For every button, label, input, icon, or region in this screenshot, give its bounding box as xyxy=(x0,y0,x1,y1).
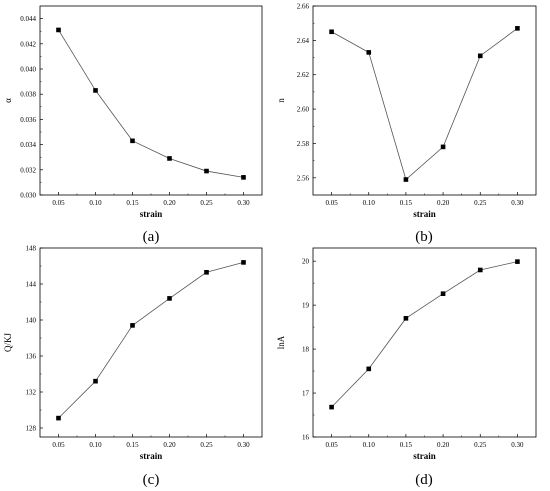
x-tick-label: 0.30 xyxy=(511,199,524,207)
y-tick-label: 2.64 xyxy=(297,37,310,45)
x-tick-label: 0.25 xyxy=(474,199,487,207)
series-line xyxy=(331,28,518,181)
plot-frame xyxy=(39,247,263,438)
x-tick-label: 0.20 xyxy=(163,441,176,449)
y-tick-label: 0.030 xyxy=(20,192,36,200)
y-axis-label: Q/KJ xyxy=(3,333,13,352)
chart-panel-1: 0.05 0.10 0.15 0.20 0.25 0.30 0.030 0.032 0.034 0… xyxy=(3,5,263,245)
data-point xyxy=(241,260,246,265)
data-point xyxy=(477,53,483,59)
y-tick-label: 0.036 xyxy=(20,116,36,124)
data-point xyxy=(130,138,135,144)
y-tick-label: 0.044 xyxy=(20,15,36,23)
data-point xyxy=(204,270,209,275)
data-point xyxy=(403,316,409,321)
plot-frame xyxy=(312,247,537,438)
y-tick-label: 2.66 xyxy=(297,3,310,11)
y-tick-label: 148 xyxy=(26,245,37,253)
y-tick-label: 16 xyxy=(302,434,310,442)
data-point xyxy=(329,29,334,35)
y-tick-label: 136 xyxy=(26,353,37,361)
y-tick-label: 2.58 xyxy=(297,140,310,148)
x-tick-label: 0.10 xyxy=(363,441,376,449)
series-line xyxy=(58,262,244,419)
y-tick-label: 144 xyxy=(26,281,37,289)
data-point xyxy=(515,26,520,31)
series-line xyxy=(58,29,244,178)
y-tick-label: 19 xyxy=(302,302,310,310)
data-point xyxy=(403,177,409,182)
data-point xyxy=(167,296,172,301)
x-axis-label: strain xyxy=(413,209,436,219)
data-point xyxy=(366,366,372,372)
data-point xyxy=(366,50,372,55)
x-tick-label: 0.30 xyxy=(237,199,250,207)
data-point xyxy=(329,404,334,410)
x-tick-label: 0.30 xyxy=(511,441,524,449)
x-axis-label: strain xyxy=(140,451,163,461)
x-tick-label: 0.15 xyxy=(126,441,139,449)
data-point xyxy=(93,378,98,384)
chart-panel-4: 0.05 0.10 0.15 0.20 0.25 0.30 16 17 18 19 20 strain… xyxy=(276,247,537,488)
data-point xyxy=(56,415,61,421)
x-tick-label: 0.05 xyxy=(52,441,65,449)
data-point xyxy=(515,259,520,264)
data-point xyxy=(130,323,135,328)
data-point xyxy=(440,291,446,297)
y-tick-label: 0.032 xyxy=(20,166,36,174)
panel-label: (c) xyxy=(143,472,160,488)
y-tick-label: 2.62 xyxy=(297,71,310,79)
data-point xyxy=(93,88,98,93)
panel-label: (b) xyxy=(415,229,433,245)
data-point xyxy=(204,168,209,174)
x-tick-label: 0.25 xyxy=(474,441,487,449)
chart-panel-3: 0.05 0.10 0.15 0.20 0.25 0.30 128 132 136 140 144 1… xyxy=(3,245,263,488)
y-tick-label: 128 xyxy=(26,425,37,433)
y-tick-label: 2.56 xyxy=(297,174,310,182)
x-tick-label: 0.30 xyxy=(237,441,250,449)
plot-frame xyxy=(312,5,537,196)
x-tick-label: 0.20 xyxy=(437,199,450,207)
y-tick-label: 2.60 xyxy=(297,106,310,114)
data-point xyxy=(167,156,172,161)
data-point xyxy=(241,175,246,180)
x-tick-label: 0.25 xyxy=(200,199,213,207)
y-axis-label: lnA xyxy=(276,335,286,349)
x-tick-label: 0.10 xyxy=(363,199,376,207)
y-tick-label: 140 xyxy=(26,317,37,325)
x-tick-label: 0.25 xyxy=(200,441,213,449)
y-tick-label: 0.034 xyxy=(20,141,36,149)
y-tick-label: 0.040 xyxy=(20,66,36,74)
x-axis-label: strain xyxy=(413,451,436,461)
series-line xyxy=(331,261,518,408)
panel-label: (a) xyxy=(143,229,160,245)
y-tick-label: 17 xyxy=(302,390,310,398)
x-axis-label: strain xyxy=(140,209,163,219)
panel-label: (d) xyxy=(415,472,433,488)
y-tick-label: 0.038 xyxy=(20,91,36,99)
y-axis-label: α xyxy=(3,98,13,103)
x-tick-label: 0.05 xyxy=(52,199,65,207)
y-tick-label: 0.042 xyxy=(20,40,36,48)
y-tick-label: 20 xyxy=(302,258,310,266)
y-tick-label: 18 xyxy=(302,346,310,354)
x-tick-label: 0.05 xyxy=(325,441,338,449)
y-tick-label: 132 xyxy=(26,389,37,397)
data-point xyxy=(477,267,483,273)
data-point xyxy=(440,144,446,150)
x-tick-label: 0.15 xyxy=(126,199,139,207)
y-axis-label: n xyxy=(276,98,286,103)
x-tick-label: 0.20 xyxy=(437,441,450,449)
x-tick-label: 0.10 xyxy=(89,199,102,207)
x-tick-label: 0.15 xyxy=(400,441,413,449)
x-tick-label: 0.15 xyxy=(400,199,413,207)
x-tick-label: 0.20 xyxy=(163,199,176,207)
chart-panel-2: 0.05 0.10 0.15 0.20 0.25 0.30 2.56 2.58 2.60 2.62… xyxy=(276,3,537,245)
data-point xyxy=(56,27,61,33)
plot-frame xyxy=(39,5,263,196)
x-tick-label: 0.05 xyxy=(325,199,338,207)
x-tick-label: 0.10 xyxy=(89,441,102,449)
